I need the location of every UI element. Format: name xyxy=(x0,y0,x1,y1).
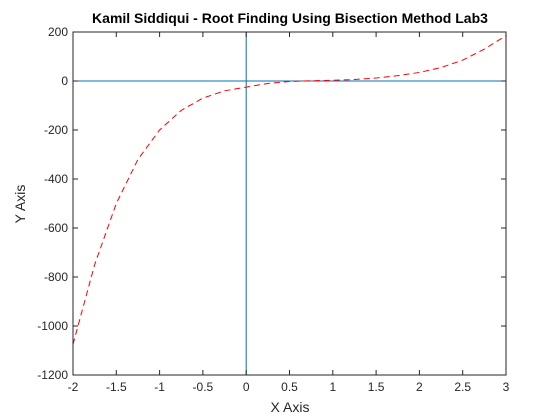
x-tick-label: 1 xyxy=(329,380,336,394)
x-tick-label: 2.5 xyxy=(454,380,471,394)
x-tick-label: -2 xyxy=(68,380,79,394)
y-tick-label: -200 xyxy=(44,123,68,137)
x-tick-label: 0.5 xyxy=(281,380,298,394)
series-layer xyxy=(72,35,507,345)
x-axis-label: X Axis xyxy=(271,399,310,415)
x-tick-label: 0 xyxy=(243,380,250,394)
y-tick-labels: -1200 -1000 -800 -600 -400 -200 0 200 xyxy=(37,25,68,382)
y-tick-label: -400 xyxy=(44,172,68,186)
y-tick-label: -800 xyxy=(44,270,68,284)
x-tick-labels: -2 -1.5 -1 -0.5 0 0.5 1 1.5 2 2.5 3 xyxy=(68,380,510,394)
x-tick-label: -1 xyxy=(154,380,165,394)
x-tick-label: -0.5 xyxy=(193,380,214,394)
x-tick-label: 3 xyxy=(503,380,510,394)
series-line-0 xyxy=(72,35,507,345)
y-tick-label: -1200 xyxy=(37,368,68,382)
tick-marks xyxy=(72,31,507,376)
y-axis-label: Y Axis xyxy=(12,185,28,224)
y-tick-label: 200 xyxy=(48,25,68,39)
y-tick-label: -600 xyxy=(44,221,68,235)
x-tick-label: -1.5 xyxy=(106,380,127,394)
y-tick-label: 0 xyxy=(61,74,68,88)
y-tick-label: -1000 xyxy=(37,319,68,333)
chart-title: Kamil Siddiqui - Root Finding Using Bise… xyxy=(92,10,488,26)
x-tick-label: 2 xyxy=(416,380,423,394)
x-tick-label: 1.5 xyxy=(368,380,385,394)
plot-area xyxy=(73,32,506,375)
